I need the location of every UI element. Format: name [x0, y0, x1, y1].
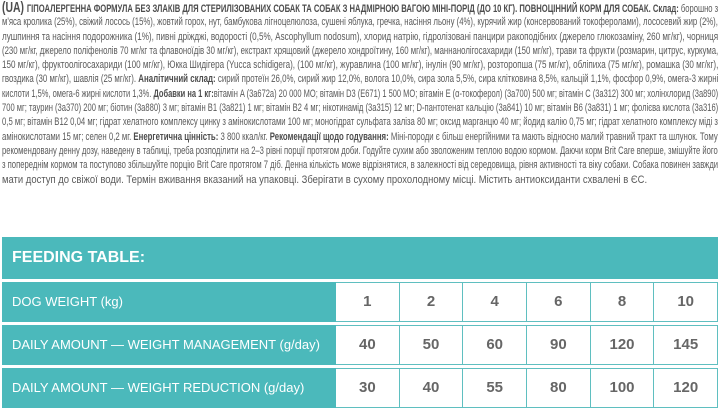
bold-text: (UA): [2, 0, 27, 16]
table-cell: 10: [654, 282, 719, 322]
feeding-table: FEEDING TABLE: DOG WEIGHT (kg) 1 2 4 6 8 10 DAI…: [2, 237, 719, 411]
description-line: 700 мг; таурин (3a370) 200 мг; біотин (3…: [2, 101, 718, 115]
feeding-table-title: FEEDING TABLE:: [2, 237, 718, 279]
table-row: DAILY AMOUNT — WEIGHT MANAGEMENT (g/day)…: [2, 325, 719, 365]
table-cell: 60: [463, 325, 528, 365]
table-cell: 4: [463, 282, 528, 322]
description-line: (230 мг/кг, джерело поліфенолів 70 мг/кг…: [2, 44, 718, 58]
table-cell: 40: [336, 325, 400, 365]
text-segment: гвоздика (30 мг/кг), шавлія (25 мг/кг).: [2, 73, 139, 86]
description-line: гвоздика (30 мг/кг), шавлія (25 мг/кг). …: [2, 72, 718, 86]
product-description: (UA) ГІПОАЛЕРГЕННА ФОРМУЛА БЕЗ ЗЛАКІВ ДЛ…: [2, 0, 718, 187]
bold-text: Добавки на 1 кг:: [153, 87, 214, 100]
bold-text: ГІПОАЛЕРГЕННА ФОРМУЛА БЕЗ ЗЛАКІВ ДЛЯ СТЕ…: [26, 3, 679, 15]
description-line: кислоти 1,5%, омега-6 жирні кислоти 1,3%…: [2, 87, 718, 101]
table-row: DOG WEIGHT (kg) 1 2 4 6 8 10: [2, 282, 719, 322]
table-cell: 50: [399, 325, 464, 365]
table-cell: 8: [590, 282, 655, 322]
table-cell: 90: [527, 325, 591, 365]
bold-text: Енергетична цінність:: [133, 130, 219, 143]
text-segment: амінокислотами 15 мг; селен 0,2 мг.: [2, 130, 134, 143]
description-line: амінокислотами 15 мг; селен 0,2 мг. Енер…: [2, 130, 718, 144]
table-row: DAILY AMOUNT — WEIGHT REDUCTION (g/day) 3…: [2, 368, 719, 408]
description-line: (UA) ГІПОАЛЕРГЕННА ФОРМУЛА БЕЗ ЗЛАКІВ ДЛ…: [2, 0, 718, 16]
table-cell: 145: [654, 325, 719, 365]
text-segment: Міні-породи є більш енергійними та мають…: [388, 130, 718, 143]
bold-text: Рекомендації щодо годування:: [269, 130, 389, 143]
description-line: м'яса кролика (25%), свіжий лосось (15%)…: [2, 15, 718, 29]
text-segment: борошно з: [678, 3, 719, 15]
table-cell: 80: [527, 368, 591, 408]
description-line: 150 мг/кг), фруктоолігосахариди (100 мг/…: [2, 58, 718, 72]
text-segment: з попереднім кормом та поступово збільшу…: [2, 159, 719, 172]
text-segment: вітамін A (3a672a) 20 000 МО; вітамін D3…: [213, 87, 719, 100]
description-line: мати доступ до свіжої води. Термін вжива…: [2, 173, 647, 187]
description-line: з попереднім кормом та поступово збільшу…: [2, 158, 718, 172]
row-label: DOG WEIGHT (kg): [2, 282, 336, 322]
text-segment: сирий протеїн 26,0%, сирий жир 12,0%, во…: [215, 73, 719, 86]
description-line: 0,5 мг; вітамін B12 0,04 мг; гідрат хела…: [2, 115, 718, 129]
description-line: рекомендовану денну дозу, наведену в таб…: [2, 144, 718, 158]
description-line: лушпиння та насіння подорожника (1%), пи…: [2, 30, 718, 44]
row-label: DAILY AMOUNT — WEIGHT REDUCTION (g/day): [2, 368, 336, 408]
table-cell: 1: [336, 282, 400, 322]
table-cell: 2: [399, 282, 464, 322]
text-segment: кислоти 1,5%, омега-6 жирні кислоти 1,3%…: [2, 87, 154, 100]
table-cell: 40: [399, 368, 464, 408]
text-segment: 700 мг; таурин (3a370) 200 мг; біотин (3…: [2, 102, 719, 115]
table-cell: 120: [654, 368, 719, 408]
table-cell: 120: [590, 325, 655, 365]
text-segment: м'яса кролика (25%), свіжий лосось (15%)…: [2, 16, 718, 29]
text-segment: лушпиння та насіння подорожника (1%), пи…: [2, 30, 719, 43]
text-segment: 0,5 мг; вітамін B12 0,04 мг; гідрат хела…: [2, 116, 718, 129]
text-segment: рекомендовану денну дозу, наведену в таб…: [2, 144, 718, 157]
table-cell: 100: [590, 368, 655, 408]
text-segment: 150 мг/кг), фруктоолігосахариди (100 мг/…: [2, 59, 719, 72]
text-segment: (230 мг/кг, джерело поліфенолів 70 мг/кг…: [2, 44, 719, 57]
row-label: DAILY AMOUNT — WEIGHT MANAGEMENT (g/day): [2, 325, 336, 365]
text-segment: мати доступ до свіжої води. Термін вжива…: [2, 173, 648, 186]
text-segment: 3 800 ккал/кг.: [218, 130, 270, 143]
bold-text: Аналітичний склад:: [138, 73, 216, 86]
table-cell: 55: [463, 368, 528, 408]
table-cell: 30: [336, 368, 400, 408]
table-cell: 6: [527, 282, 591, 322]
